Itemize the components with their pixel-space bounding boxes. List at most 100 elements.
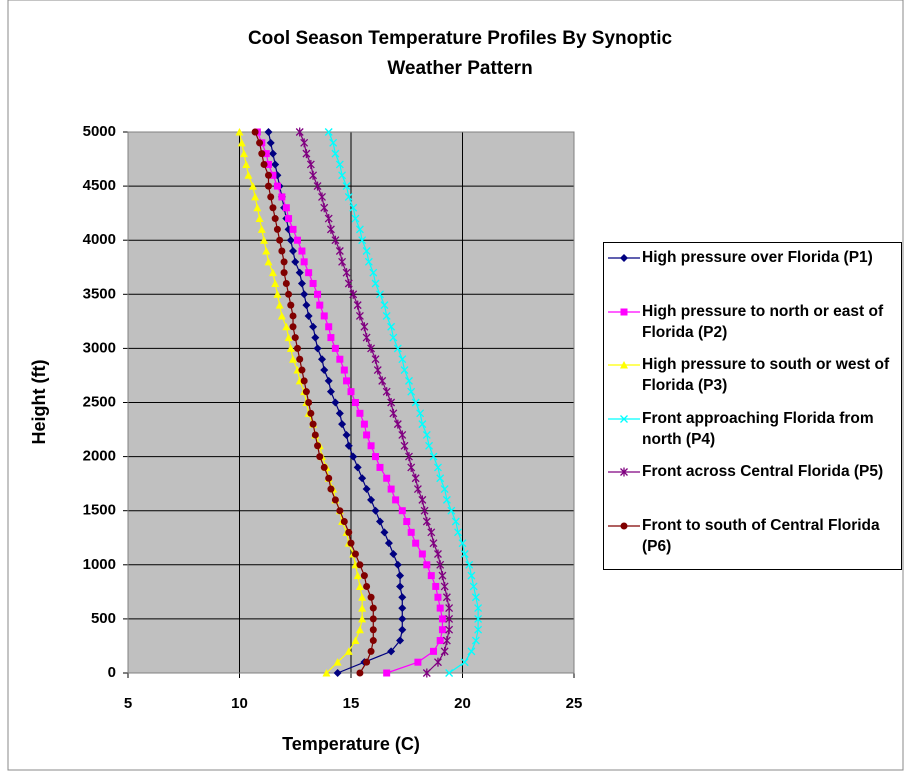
marker [351,214,360,223]
marker [620,361,628,369]
marker [306,159,315,169]
x-tick-label: 10 [231,695,248,712]
marker [291,257,300,266]
marker [371,506,380,515]
marker [442,636,451,646]
marker [429,452,438,461]
marker [287,301,295,309]
marker [387,647,396,656]
marker [425,441,434,450]
legend-label: High pressure to north or east of Florid… [642,302,884,341]
marker [474,625,483,634]
marker [300,138,309,148]
marker [367,647,375,655]
marker [326,387,335,396]
marker [396,636,405,645]
marker [389,408,398,418]
marker [436,560,445,570]
marker [314,442,322,450]
marker [382,387,391,397]
x-axis-title: Temperature (C) [282,734,420,754]
marker [289,323,297,331]
marker [460,550,469,558]
y-tick-label: 3500 [83,285,116,302]
marker [293,236,301,244]
marker [356,669,364,677]
marker [469,582,478,591]
marker [369,615,377,623]
marker [309,279,317,287]
marker [438,626,446,634]
marker [471,593,480,602]
marker [418,420,427,429]
marker [251,192,260,201]
marker [438,615,446,623]
marker [286,344,295,352]
marker [434,593,442,601]
marker [373,365,382,375]
marker [342,268,351,278]
marker [282,279,290,287]
marker [342,430,351,439]
marker [398,430,407,440]
marker [300,290,309,299]
marker [362,333,371,343]
marker [349,289,358,299]
marker [367,442,375,450]
legend: High pressure over Florida (P1) High pres… [603,242,902,570]
marker [324,214,333,224]
chart-title: Cool Season Temperature Profiles By Syno… [247,28,673,79]
marker [465,560,474,569]
marker [411,398,420,407]
marker [309,322,318,331]
marker [355,582,364,590]
marker [269,171,277,179]
marker [335,409,344,418]
marker [282,204,290,212]
marker [336,355,344,363]
marker [344,192,353,201]
marker [353,463,362,472]
marker [295,127,304,137]
marker [378,376,387,386]
marker [322,669,331,677]
marker [305,269,313,277]
marker [369,604,377,612]
marker [333,658,342,666]
marker [442,495,451,504]
marker [277,311,286,320]
marker [282,322,291,331]
marker [355,311,364,321]
marker [360,420,368,428]
marker [422,668,431,678]
marker [398,593,407,602]
marker [318,192,326,202]
marker [620,467,628,477]
legend-entry: High pressure over Florida (P1) [604,247,901,301]
marker [325,474,333,482]
marker [264,182,272,190]
marker [407,462,416,472]
marker [309,170,318,180]
y-tick-label: 500 [91,610,116,627]
marker [620,522,628,529]
legend-icon [608,414,640,423]
marker [314,290,322,298]
x-tick-label: 5 [124,695,132,712]
marker [405,376,413,385]
marker [331,149,340,158]
marker [255,214,264,223]
y-tick-label: 4000 [83,231,116,248]
y-tick-label: 3000 [83,339,116,356]
marker [327,334,335,342]
marker [256,139,264,147]
marker [289,225,297,233]
marker [400,441,409,451]
marker [436,604,444,612]
marker [363,658,371,666]
x-tick-label: 25 [566,695,583,712]
marker [418,495,427,505]
marker [434,463,442,472]
marker [347,388,355,396]
marker [471,636,480,645]
